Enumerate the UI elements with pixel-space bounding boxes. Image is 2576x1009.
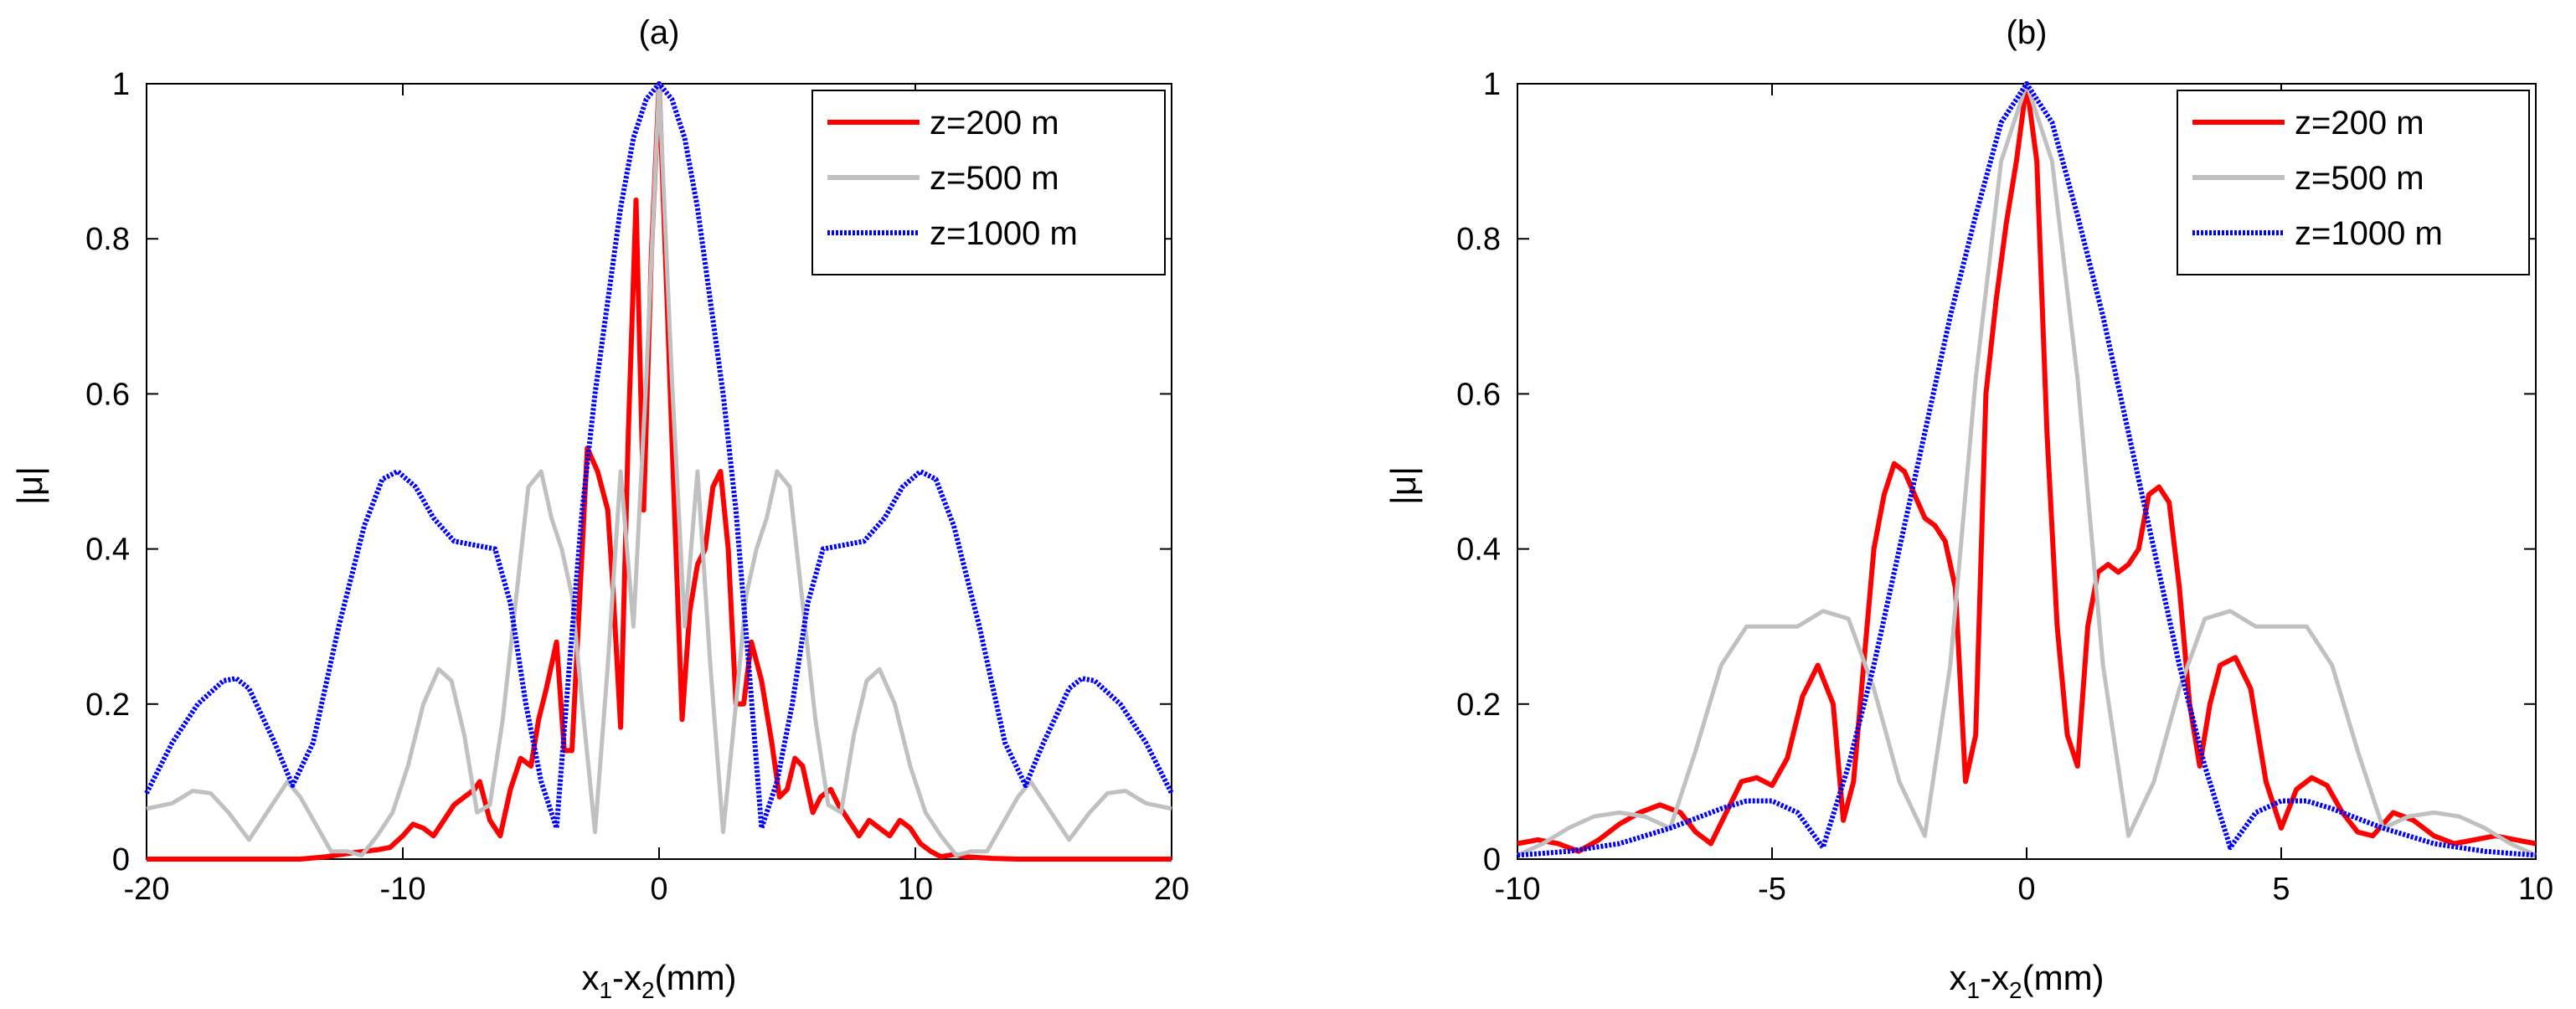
panel-b-series xyxy=(1516,81,2537,858)
legend-label: z=1000 m xyxy=(2295,215,2443,252)
x-tick-label: 0 xyxy=(650,872,667,907)
panel-a-series xyxy=(144,81,1174,862)
y-tick-label: 0.6 xyxy=(85,377,130,412)
x-tick-label: -5 xyxy=(1758,872,1786,907)
legend-label: z=500 m xyxy=(930,160,1059,197)
panel-a-title: (a) xyxy=(639,14,680,51)
x-tick-label: 0 xyxy=(2017,872,2035,907)
x-tick-label: 10 xyxy=(898,872,933,907)
y-tick-label: 0.4 xyxy=(85,533,130,568)
y-tick-label: 0.6 xyxy=(1456,377,1501,412)
y-tick-label: 1 xyxy=(112,67,130,102)
x-tick-label: -10 xyxy=(380,872,426,907)
legend-label: z=500 m xyxy=(2295,160,2424,197)
y-tick-label: 0.4 xyxy=(1456,533,1501,568)
series-line-z-1000-m xyxy=(144,81,1174,831)
x-tick-label: 5 xyxy=(2272,872,2290,907)
y-tick-label: 0 xyxy=(1483,842,1501,878)
y-tick-label: 1 xyxy=(1483,67,1501,102)
series-line-z-1000-m xyxy=(1517,81,2537,858)
panel-a: (a) |μ| x1-x2(mm) -20 -10 0 10 20 0 0.2 0.4 0.6 0… xyxy=(10,14,1189,1003)
panel-b-legend: z=200 m z=500 m z=1000 m xyxy=(2177,90,2530,275)
y-tick-label: 0.2 xyxy=(1456,687,1501,723)
panel-a-legend: z=200 m z=500 m z=1000 m xyxy=(811,90,1166,275)
y-tick-label: 0.8 xyxy=(1456,222,1501,257)
legend-label: z=200 m xyxy=(2295,105,2424,142)
panel-a-ylabel: |μ| xyxy=(10,466,49,505)
panel-a-xlabel: x1-x2(mm) xyxy=(581,958,736,1003)
legend-label: z=200 m xyxy=(930,105,1059,142)
panel-b: (b) |μ| x1-x2(mm) -10 -5 0 5 10 0 0.2 0.4 0.6 0.8… xyxy=(1383,14,2553,1003)
panel-a-ticks: -20 -10 0 10 20 0 0.2 0.4 0.6 0.8 1 xyxy=(85,67,1189,907)
panel-b-xlabel: x1-x2(mm) xyxy=(1949,958,2104,1003)
x-tick-label: -10 xyxy=(1495,872,1541,907)
x-tick-label: -20 xyxy=(124,872,170,907)
panel-b-title: (b) xyxy=(2007,14,2048,51)
panel-b-ylabel: |μ| xyxy=(1383,466,1423,505)
panel-b-ticks: -10 -5 0 5 10 0 0.2 0.4 0.6 0.8 1 xyxy=(1456,67,2553,907)
x-tick-label: 20 xyxy=(1154,872,1189,907)
legend-label: z=1000 m xyxy=(930,215,1078,252)
y-tick-label: 0 xyxy=(112,842,130,878)
y-tick-label: 0.2 xyxy=(85,687,130,723)
x-tick-label: 10 xyxy=(2518,872,2553,907)
y-tick-label: 0.8 xyxy=(85,222,130,257)
